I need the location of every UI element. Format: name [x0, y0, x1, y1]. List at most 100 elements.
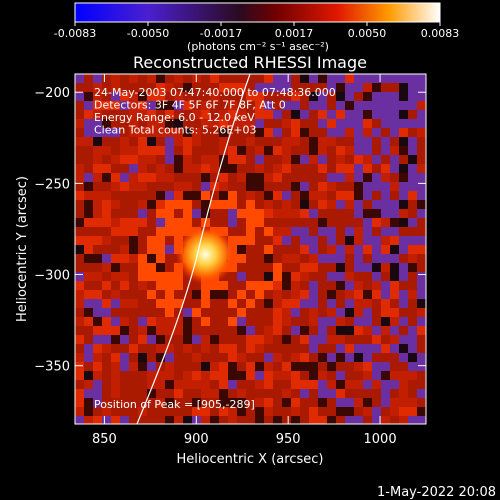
heatmap-cell — [318, 236, 327, 245]
heatmap-cell — [156, 137, 165, 146]
heatmap-cell — [237, 299, 246, 308]
heatmap-cell — [93, 326, 102, 335]
heatmap-cell — [309, 263, 318, 272]
heatmap-cell — [138, 326, 147, 335]
heatmap-cell — [219, 353, 228, 362]
heatmap-cell — [417, 209, 426, 218]
colorbar-ticks: -0.0083 -0.0050 -0.0017 0.0017 0.0050 0.0083 — [54, 22, 459, 40]
heatmap-cell — [228, 416, 237, 424]
heatmap-cell — [120, 254, 129, 263]
heatmap-cell — [111, 164, 120, 173]
heatmap-cell — [192, 299, 201, 308]
heatmap-cell — [399, 380, 408, 389]
heatmap-cell — [300, 272, 309, 281]
heatmap-cell — [228, 335, 237, 344]
heatmap-cell — [408, 290, 417, 299]
heatmap-cell — [291, 353, 300, 362]
heatmap-cell — [327, 155, 336, 164]
heatmap-cell — [327, 200, 336, 209]
heatmap-cell — [372, 200, 381, 209]
heatmap-cell — [201, 155, 210, 164]
heatmap-cell — [219, 101, 228, 110]
heatmap-cell — [381, 389, 390, 398]
heatmap-cell — [102, 245, 111, 254]
heatmap-cell — [300, 119, 309, 128]
heatmap-cell — [237, 416, 246, 424]
heatmap-cell — [210, 281, 219, 290]
heatmap-cell — [372, 83, 381, 92]
heatmap-cell — [300, 155, 309, 164]
heatmap-cell — [399, 335, 408, 344]
heatmap-cell — [345, 182, 354, 191]
heatmap-cell — [264, 110, 273, 119]
heatmap-cell — [183, 389, 192, 398]
heatmap-cell — [255, 146, 264, 155]
heatmap-cell — [309, 74, 318, 83]
heatmap-cell — [201, 335, 210, 344]
heatmap-cell — [147, 146, 156, 155]
heatmap-cell — [129, 146, 138, 155]
heatmap-cell — [84, 371, 93, 380]
heatmap-cell — [156, 281, 165, 290]
heatmap-cell — [192, 182, 201, 191]
heatmap-cell — [165, 182, 174, 191]
heatmap-cell — [138, 146, 147, 155]
heatmap-cell — [327, 407, 336, 416]
heatmap-cell — [246, 416, 255, 424]
heatmap-cell — [147, 308, 156, 317]
heatmap-cell — [138, 227, 147, 236]
heatmap-cell — [255, 119, 264, 128]
heatmap-cell — [201, 128, 210, 137]
heatmap-cell — [237, 110, 246, 119]
heatmap-cell — [345, 299, 354, 308]
heatmap-cell — [192, 362, 201, 371]
heatmap-cell — [84, 119, 93, 128]
heatmap-cell — [327, 83, 336, 92]
heatmap-cell — [273, 416, 282, 424]
heatmap-cell — [336, 137, 345, 146]
heatmap-cell — [300, 380, 309, 389]
heatmap-cell — [291, 110, 300, 119]
heatmap-cell — [300, 263, 309, 272]
heatmap-cell — [327, 110, 336, 119]
heatmap-cell — [93, 209, 102, 218]
heatmap-cell — [417, 272, 426, 281]
heatmap-cell — [156, 200, 165, 209]
heatmap-cell — [264, 200, 273, 209]
heatmap-cell — [363, 317, 372, 326]
heatmap-cell — [354, 164, 363, 173]
heatmap-cell — [75, 245, 84, 254]
heatmap-cell — [75, 146, 84, 155]
heatmap-cell — [300, 191, 309, 200]
heatmap-cell — [291, 308, 300, 317]
heatmap-cell — [408, 164, 417, 173]
heatmap-cell — [75, 371, 84, 380]
colorbar-tick-label: 0.0050 — [348, 27, 387, 40]
heatmap-cell — [201, 182, 210, 191]
heatmap-cell — [129, 335, 138, 344]
heatmap-cell — [345, 344, 354, 353]
heatmap-cell — [120, 119, 129, 128]
heatmap-cell — [345, 290, 354, 299]
heatmap-cell — [318, 110, 327, 119]
heatmap-cell — [120, 191, 129, 200]
heatmap-cell — [210, 146, 219, 155]
heatmap-cell — [354, 119, 363, 128]
heatmap-cell — [381, 191, 390, 200]
heatmap-cell — [327, 101, 336, 110]
heatmap-cell — [75, 164, 84, 173]
heatmap-cell — [219, 173, 228, 182]
heatmap-cell — [120, 137, 129, 146]
heatmap-cell — [183, 344, 192, 353]
heatmap-cell — [210, 83, 219, 92]
heatmap-cell — [417, 74, 426, 83]
y-axis: −200−250−300−350 — [34, 86, 426, 375]
heatmap-cell — [75, 191, 84, 200]
heatmap-cell — [399, 155, 408, 164]
heatmap-cell — [309, 191, 318, 200]
heatmap-cell — [84, 101, 93, 110]
heatmap-cell — [291, 155, 300, 164]
heatmap-cell — [372, 398, 381, 407]
heatmap-cell — [129, 209, 138, 218]
heatmap-cell — [102, 263, 111, 272]
